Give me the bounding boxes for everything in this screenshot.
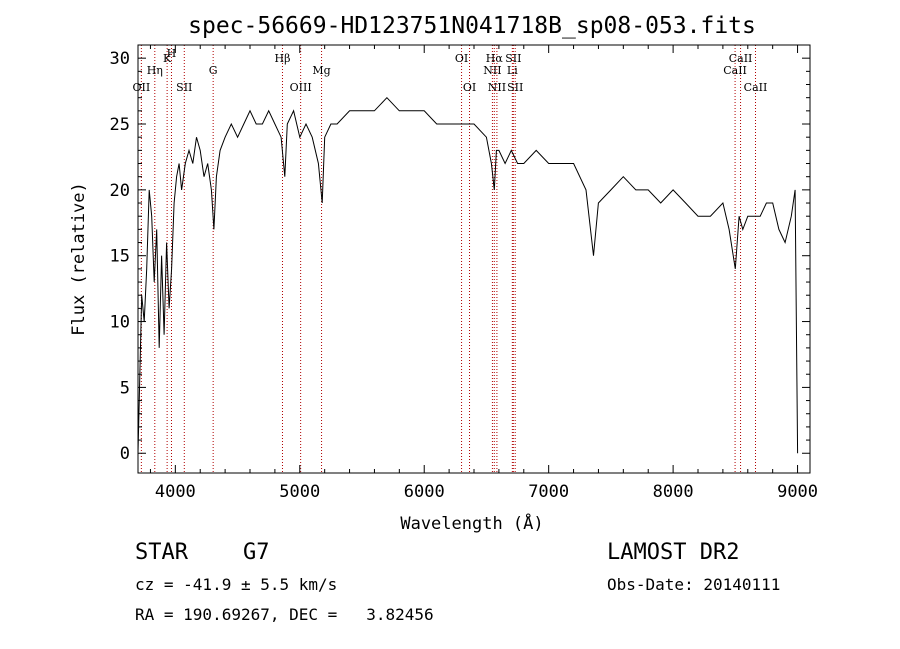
y-tick-label: 30 <box>110 49 130 69</box>
x-tick-label: 8000 <box>653 482 694 502</box>
spectral-line-label: Hη <box>147 64 163 77</box>
spectral-line-label: Mg <box>312 64 330 77</box>
spectral-line-label: SII <box>176 81 192 94</box>
y-axis-label: Flux (relative) <box>69 182 89 336</box>
x-tick-label: 7000 <box>528 482 569 502</box>
spectral-line-label: OIII <box>290 81 312 94</box>
x-axis-label: Wavelength (Å) <box>400 512 543 534</box>
spectral-line-label: SII <box>505 52 521 65</box>
spectral-line-label: CaII <box>729 52 753 65</box>
spectral-line-label: OII <box>133 81 151 94</box>
y-tick-label: 25 <box>110 115 130 135</box>
y-tick-label: 15 <box>110 247 130 267</box>
spectral-line-label: Hβ <box>275 52 291 65</box>
x-tick-label: 9000 <box>777 482 818 502</box>
plot-frame <box>137 44 811 474</box>
redshift-readout: cz = -41.9 ± 5.5 km/s <box>135 575 338 594</box>
x-tick-label: 6000 <box>404 482 445 502</box>
spectral-line-label: OI <box>463 81 476 94</box>
chart-title: spec-56669-HD123751N041718B_sp08-053.fit… <box>188 13 756 39</box>
spectral-line-label: Li <box>507 64 518 77</box>
spectral-line-label: CaII <box>744 81 768 94</box>
x-tick-label: 4000 <box>155 482 196 502</box>
y-tick-label: 0 <box>120 444 130 464</box>
ra-dec-readout: RA = 190.69267, DEC = 3.82456 <box>135 605 434 624</box>
object-class: STAR <box>135 540 188 565</box>
spectrum-line <box>137 96 799 454</box>
spectral-line-label: NII <box>488 81 506 94</box>
x-tick-label: 5000 <box>279 482 320 502</box>
x-axis-ticks: 4000 5000 6000 7000 8000 9000 <box>149 45 818 502</box>
spectral-line-label: NII <box>483 64 501 77</box>
spectral-line-label: H <box>167 47 177 60</box>
spectral-line-label: OI <box>455 52 468 65</box>
y-axis-ticks: 0 5 10 15 20 25 30 <box>110 49 810 464</box>
spectral-line-markers <box>140 45 756 473</box>
y-tick-label: 10 <box>110 313 130 333</box>
subclass: G7 <box>243 540 270 565</box>
spectral-line-label: K <box>163 52 172 65</box>
obs-date: Obs-Date: 20140111 <box>607 575 781 594</box>
y-tick-label: 5 <box>120 378 130 398</box>
spectral-line-label: G <box>209 64 218 77</box>
spectral-line-label: Hα <box>486 52 504 65</box>
spectral-line-labels: OIIHηKHSIIGHβOIIIMgOIOIHαNIINIISIILiSIIC… <box>133 47 768 94</box>
survey-name: LAMOST DR2 <box>607 540 740 565</box>
y-tick-label: 20 <box>110 181 130 201</box>
spectral-line-label: SII <box>507 81 523 94</box>
spectral-line-label: CaII <box>723 64 747 77</box>
